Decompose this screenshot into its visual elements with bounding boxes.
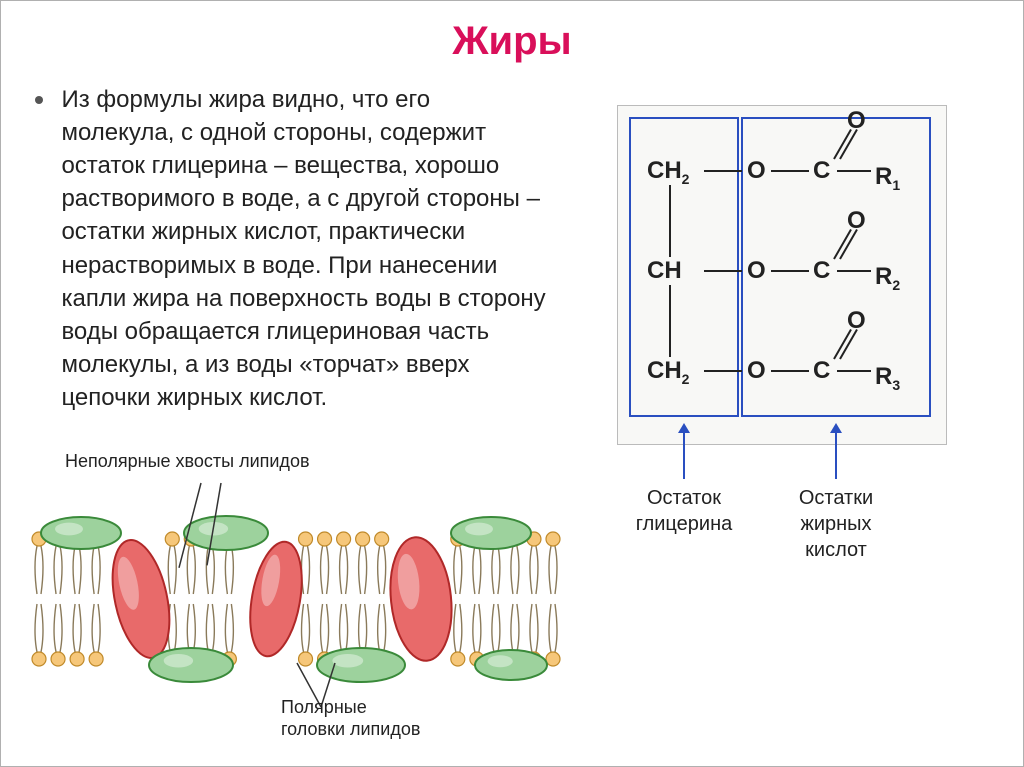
polar-heads-label: Полярные головки липидов: [281, 697, 420, 740]
lipid-bilayer-diagram: Неполярные хвосты липидов Полярные голов…: [21, 451, 571, 741]
arrow-head-icon: [678, 423, 690, 433]
arrow-shaft: [835, 433, 837, 479]
triglyceride-formula: Остатокглицерина Остаткижирныхкислот CH2…: [599, 87, 979, 557]
arrow-shaft: [683, 433, 685, 479]
body-text: Из формулы жира видно, что его молекула,…: [61, 83, 549, 414]
bullet-icon: [35, 96, 43, 104]
fatty-acid-annotation: Остаткижирныхкислот: [731, 485, 941, 563]
membrane-svg: [21, 465, 571, 725]
page-title: Жиры: [1, 1, 1023, 64]
fatty-acid-highlight-rect: [741, 117, 931, 417]
arrow-head-icon: [830, 423, 842, 433]
body-paragraph: Из формулы жира видно, что его молекула,…: [35, 83, 555, 414]
